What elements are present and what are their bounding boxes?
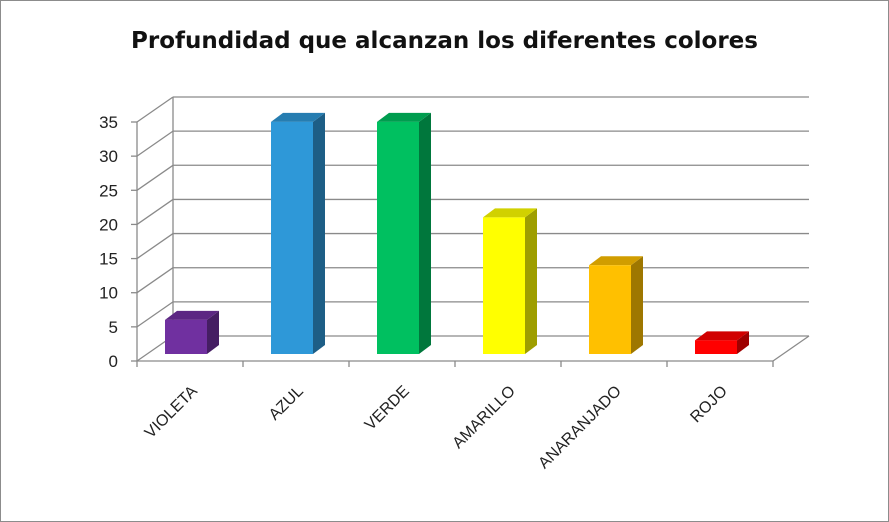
- bar-azul: [271, 121, 313, 354]
- bar-rojo: [695, 340, 737, 354]
- bar-side: [631, 256, 643, 354]
- bar-side: [525, 208, 537, 354]
- bar-violeta: [165, 319, 207, 354]
- floor-right-edge: [772, 335, 810, 362]
- y-tick-label: 25: [99, 181, 118, 200]
- bar-top: [165, 310, 219, 320]
- chart-title: Profundidad que alcanzan los diferentes …: [131, 28, 758, 54]
- y-tick-label: 20: [99, 215, 118, 234]
- y-tick-label: 35: [99, 113, 118, 132]
- bar-top: [271, 112, 325, 122]
- y-tick-label: 0: [109, 352, 118, 371]
- bar-top: [377, 112, 431, 122]
- y-tick-label: 15: [99, 250, 118, 269]
- gridline-depth: [136, 96, 174, 123]
- x-tick-label: ROJO: [687, 383, 730, 426]
- bar-top: [589, 256, 643, 266]
- bar-top: [695, 331, 749, 341]
- x-tick-label: AMARILLO: [450, 383, 519, 452]
- x-tick-label: VERDE: [362, 383, 413, 434]
- bar-verde: [377, 121, 419, 354]
- bar-top: [483, 208, 537, 218]
- bar-amarillo: [483, 217, 525, 354]
- x-tick-label: VIOLETA: [142, 383, 201, 442]
- gridline-depth: [136, 267, 174, 294]
- bar-side: [313, 112, 325, 354]
- y-tick-label: 5: [109, 318, 118, 337]
- gridline-depth: [136, 301, 174, 328]
- y-tick-label: 10: [99, 284, 118, 303]
- x-tick-label: ANARANJADO: [535, 383, 624, 472]
- bar-anaranjado: [589, 265, 631, 354]
- gridline-depth: [136, 198, 174, 225]
- x-tick-label: AZUL: [266, 383, 307, 424]
- gridline-depth: [136, 233, 174, 260]
- y-tick-label: 30: [99, 147, 118, 166]
- bar-side: [737, 331, 749, 354]
- gridline-depth: [136, 130, 174, 157]
- bar-side: [207, 310, 219, 354]
- bar-side: [419, 112, 431, 354]
- gridline-depth: [136, 164, 174, 191]
